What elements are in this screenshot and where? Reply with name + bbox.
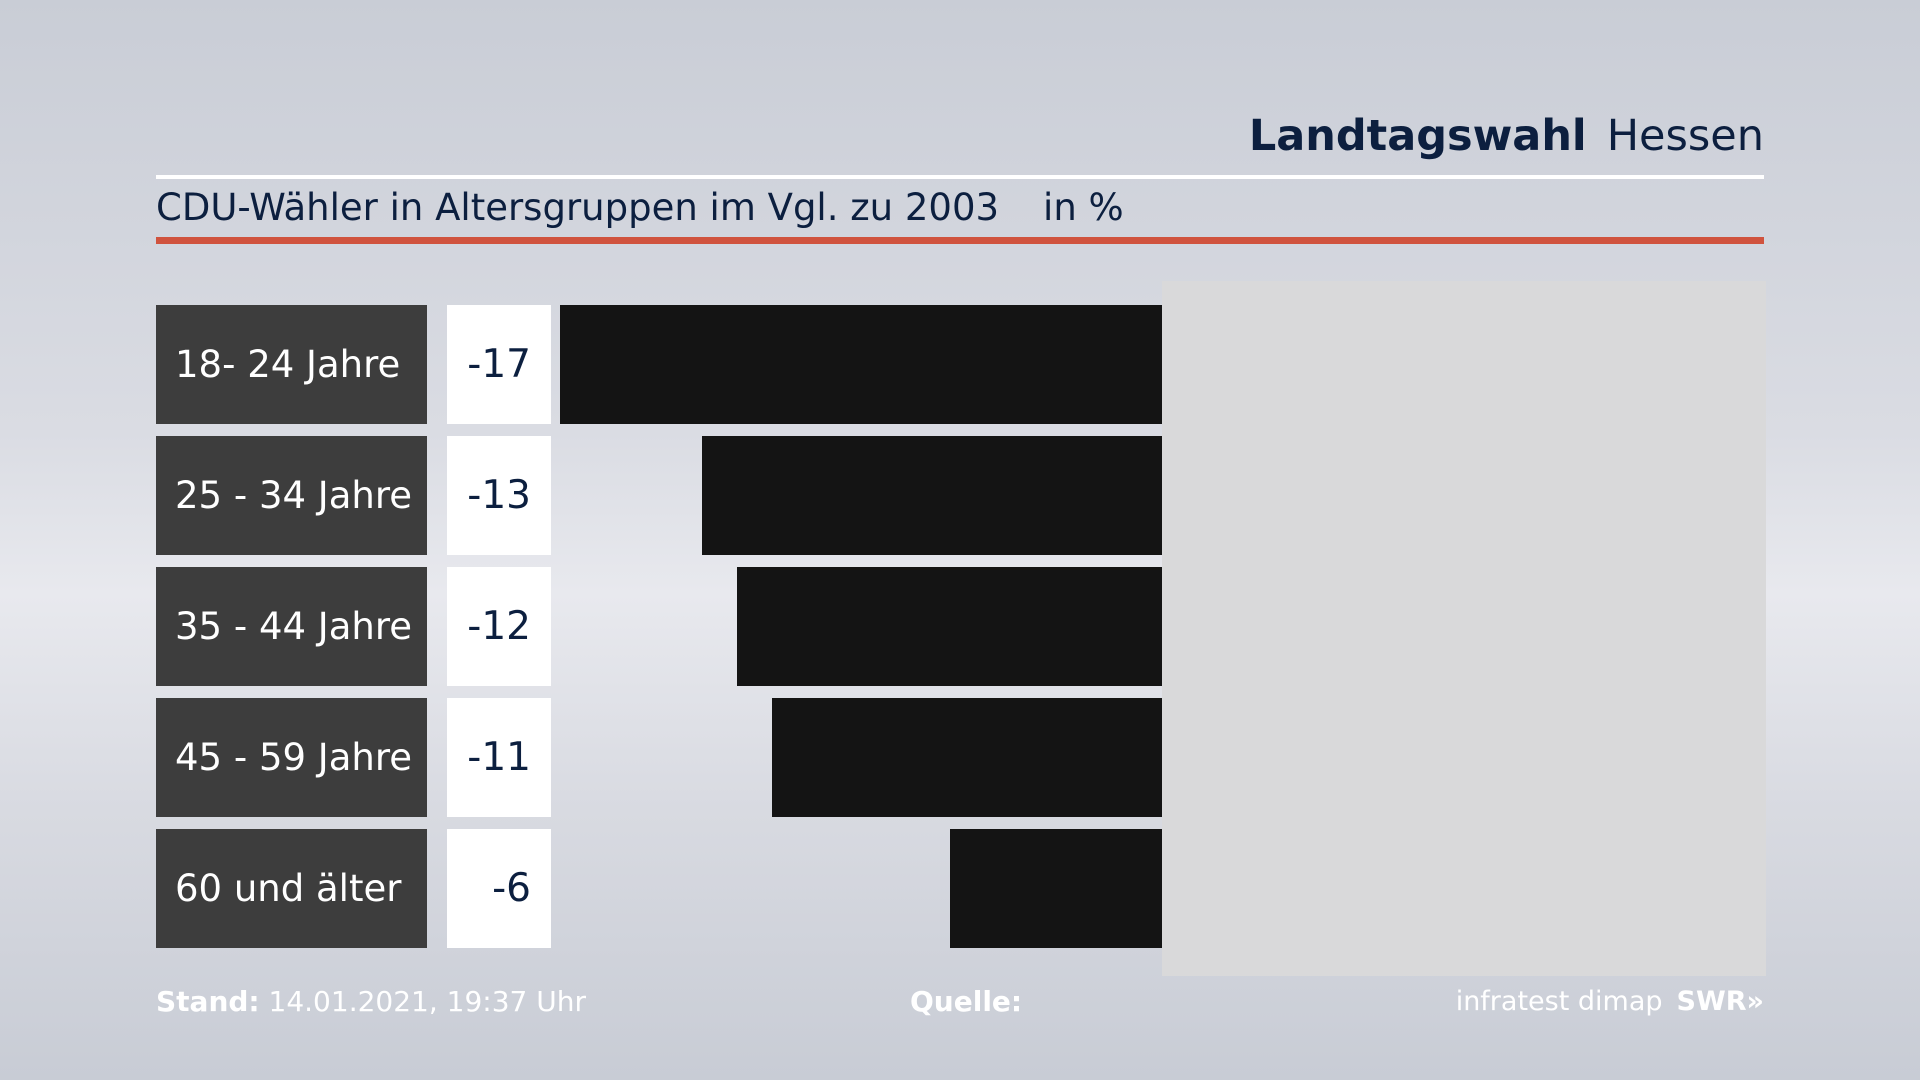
value-label: -17 [447,305,551,424]
quelle-label: Quelle: [910,985,1023,1018]
bar-row: 45 - 59 Jahre -11 [0,698,1920,817]
category-label: 60 und älter [156,829,427,948]
header-divider [156,175,1764,179]
bar-row: 18- 24 Jahre -17 [0,305,1920,424]
chart-header: Landtagswahl Hessen [1249,108,1764,164]
chart-subtitle: CDU-Wähler in Altersgruppen im Vgl. zu 2… [156,183,1124,233]
subtitle-text: CDU-Wähler in Altersgruppen im Vgl. zu 2… [156,186,1000,229]
header-title: Landtagswahl [1248,111,1587,161]
bar [949,829,1162,948]
bar-row: 25 - 34 Jahre -13 [0,436,1920,555]
stand-value: 14.01.2021, 19:37 Uhr [268,985,586,1018]
accent-divider [156,237,1764,244]
subtitle-unit: in % [1043,186,1124,229]
broadcaster-arrow-icon: » [1746,986,1764,1017]
bar-row: 60 und älter -6 [0,829,1920,948]
broadcaster-name: SWR [1676,986,1747,1017]
value-label: -11 [447,698,551,817]
bar [701,436,1162,555]
header-region: Hessen [1606,111,1764,161]
bar [737,567,1162,686]
value-label: -12 [447,567,551,686]
broadcaster-logo: SWR» [1677,986,1764,1017]
bar [772,698,1162,817]
category-label: 45 - 59 Jahre [156,698,427,817]
positive-area-panel [1162,281,1766,976]
category-label: 25 - 34 Jahre [156,436,427,555]
category-label: 18- 24 Jahre [156,305,427,424]
category-label: 35 - 44 Jahre [156,567,427,686]
footer-quelle: Quelle: [910,980,1022,1024]
bar [560,305,1162,424]
value-label: -6 [447,829,551,948]
footer-credits: infratest dimap SWR» [1456,980,1764,1024]
source-credit: infratest dimap [1455,986,1663,1017]
stand-label: Stand: [156,985,260,1018]
value-label: -13 [447,436,551,555]
footer-stand: Stand: 14.01.2021, 19:37 Uhr [156,980,586,1024]
bar-row: 35 - 44 Jahre -12 [0,567,1920,686]
